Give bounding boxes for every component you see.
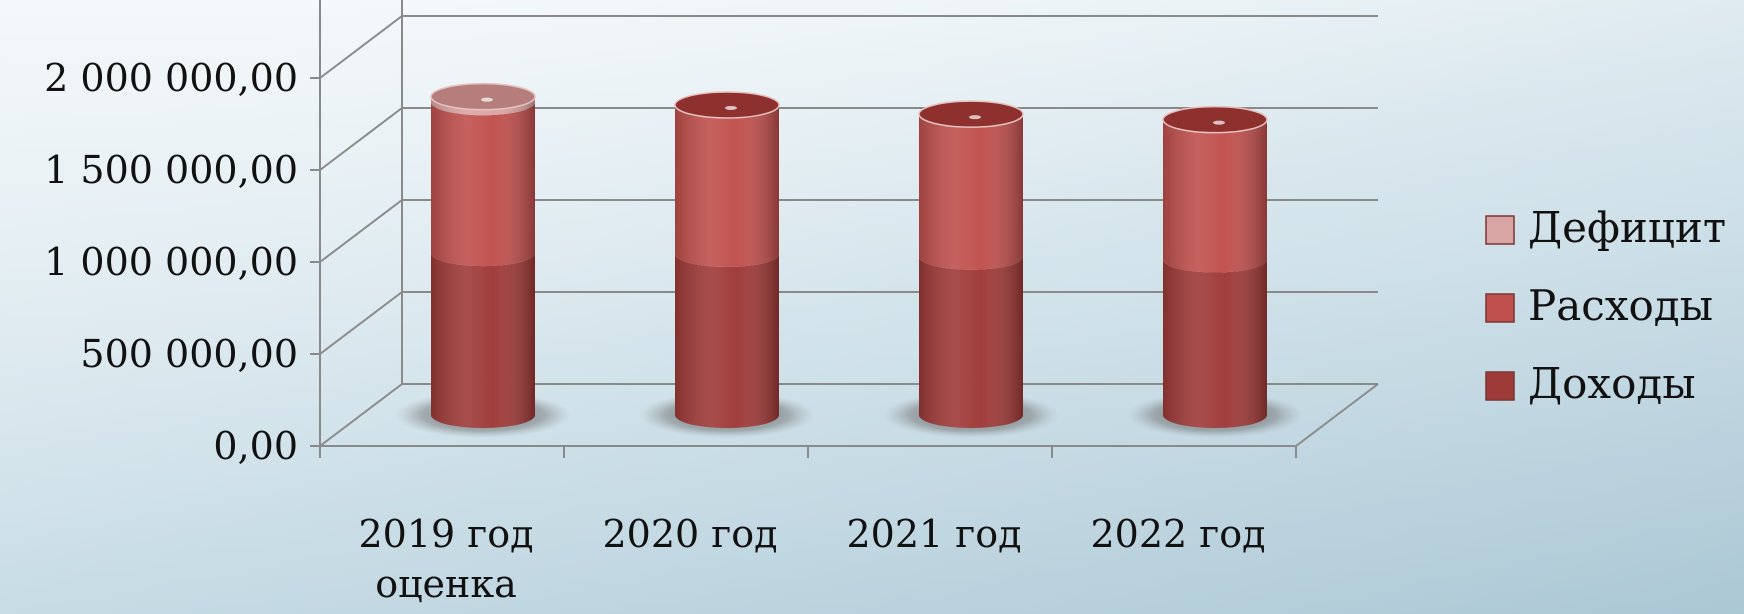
x-tick-label: 2022 год (1091, 512, 1266, 556)
bar-highlight (969, 115, 981, 120)
legend-swatch (1485, 215, 1515, 245)
x-axis-labels: 2019 год оценка 2020 год 2021 год 2022 год (359, 512, 1266, 606)
legend-label: Расходы (1528, 281, 1713, 330)
bar-segment-shading (1163, 119, 1267, 273)
gridline-side (319, 15, 403, 79)
gridline-side (319, 199, 403, 263)
x-tick-label: оценка (375, 562, 517, 606)
bar-segment-shading (919, 256, 1023, 428)
y-axis-ticks: 0,00 500 000,00 1 000 000,00 1 500 000,00 2 … (44, 56, 298, 468)
floor-edge (1295, 383, 1379, 447)
axes (310, 0, 1379, 458)
y-tick-label: 1 000 000,00 (44, 240, 298, 284)
bar-segment-shading (1163, 259, 1267, 428)
bar-segment-shading (919, 114, 1023, 270)
bar-group (883, 100, 1059, 438)
legend-swatch (1485, 293, 1515, 323)
bar-segment-shading (431, 96, 535, 116)
bars (395, 82, 1303, 438)
gridline-side (319, 383, 403, 447)
bar-top-cap (674, 91, 780, 119)
bar-group (1127, 105, 1303, 438)
gridlines (319, 15, 1378, 447)
legend-label: Доходы (1528, 359, 1696, 408)
bar-top-cap (1162, 105, 1268, 134)
bar-top-cap (430, 82, 536, 111)
bar-top-cap (918, 100, 1024, 128)
bar-segment-shading (431, 102, 535, 267)
legend-swatch (1485, 371, 1515, 401)
y-tick-label: 2 000 000,00 (44, 56, 298, 100)
gridline-side (319, 291, 403, 355)
y-tick-label: 500 000,00 (80, 332, 298, 376)
bar-highlight (1213, 120, 1225, 125)
bar-segment-shading (675, 104, 779, 268)
bar-group (395, 82, 571, 438)
x-tick-label: 2019 год (359, 512, 534, 556)
y-tick-label: 0,00 (213, 424, 298, 468)
x-tick-label: 2021 год (847, 512, 1022, 556)
legend-label: Дефицит (1528, 203, 1726, 252)
gridline-side (319, 107, 403, 171)
bar-highlight (481, 97, 493, 102)
bar-segment-shading (431, 253, 535, 428)
x-tick-label: 2020 год (603, 512, 778, 556)
bar-segment-shading (675, 254, 779, 428)
y-tick-label: 1 500 000,00 (44, 148, 298, 192)
bar-group (639, 91, 815, 438)
legend: Дефицит Расходы Доходы (1485, 203, 1726, 408)
bar-highlight (725, 105, 737, 110)
